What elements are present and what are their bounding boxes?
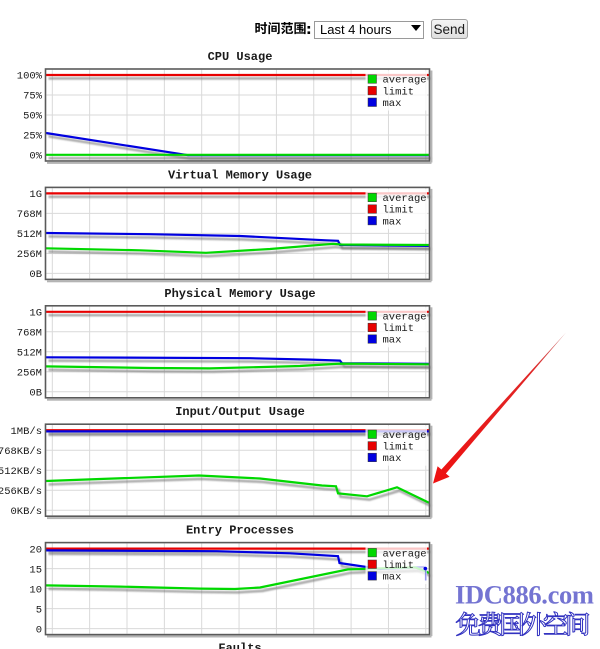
svg-text:max: max bbox=[383, 335, 402, 347]
svg-text:1MB/s: 1MB/s bbox=[10, 426, 42, 438]
svg-text:limit: limit bbox=[383, 205, 415, 217]
svg-text:1G: 1G bbox=[29, 189, 42, 201]
svg-text:average: average bbox=[383, 75, 427, 87]
svg-text:768M: 768M bbox=[17, 328, 42, 340]
svg-text:0: 0 bbox=[36, 624, 42, 636]
svg-text:CPU Usage: CPU Usage bbox=[208, 50, 273, 64]
svg-text:1G: 1G bbox=[29, 308, 42, 320]
svg-text:10: 10 bbox=[29, 584, 42, 596]
svg-text:768M: 768M bbox=[17, 209, 42, 221]
svg-text:limit: limit bbox=[383, 323, 415, 335]
svg-text:Input/Output Usage: Input/Output Usage bbox=[175, 405, 305, 419]
svg-text:25%: 25% bbox=[23, 131, 43, 143]
svg-text:15: 15 bbox=[29, 564, 42, 576]
svg-text:256M: 256M bbox=[17, 249, 42, 261]
svg-text:512M: 512M bbox=[17, 348, 42, 360]
svg-text:512M: 512M bbox=[17, 229, 42, 241]
svg-text:max: max bbox=[383, 98, 402, 110]
svg-text:average: average bbox=[383, 193, 427, 205]
svg-text:average: average bbox=[383, 430, 427, 442]
svg-text:IDC886.com: IDC886.com bbox=[455, 580, 594, 610]
svg-text:0KB/s: 0KB/s bbox=[10, 506, 42, 518]
svg-text:max: max bbox=[383, 572, 402, 584]
svg-text:Virtual Memory Usage: Virtual Memory Usage bbox=[168, 168, 312, 182]
svg-text:100%: 100% bbox=[17, 71, 43, 83]
svg-text:0B: 0B bbox=[29, 269, 42, 281]
svg-text:max: max bbox=[383, 216, 402, 228]
svg-text:50%: 50% bbox=[23, 111, 43, 123]
svg-text:limit: limit bbox=[383, 86, 415, 98]
svg-text:limit: limit bbox=[383, 560, 415, 572]
svg-text:256KB/s: 256KB/s bbox=[0, 486, 42, 498]
svg-text:512KB/s: 512KB/s bbox=[0, 466, 42, 478]
svg-text:Entry Processes: Entry Processes bbox=[186, 524, 294, 538]
svg-text:average: average bbox=[383, 312, 427, 324]
svg-text:75%: 75% bbox=[23, 91, 43, 103]
svg-text:limit: limit bbox=[383, 442, 415, 454]
svg-text:Physical Memory Usage: Physical Memory Usage bbox=[164, 287, 315, 301]
svg-text:0B: 0B bbox=[29, 388, 42, 400]
svg-text:average: average bbox=[383, 548, 427, 560]
svg-text:Faults: Faults bbox=[218, 642, 261, 649]
svg-text:256M: 256M bbox=[17, 368, 42, 380]
svg-text:5: 5 bbox=[36, 604, 42, 616]
svg-text:0%: 0% bbox=[29, 151, 42, 163]
svg-text:768KB/s: 768KB/s bbox=[0, 446, 42, 458]
svg-text:20: 20 bbox=[29, 544, 42, 556]
svg-text:max: max bbox=[383, 453, 402, 465]
